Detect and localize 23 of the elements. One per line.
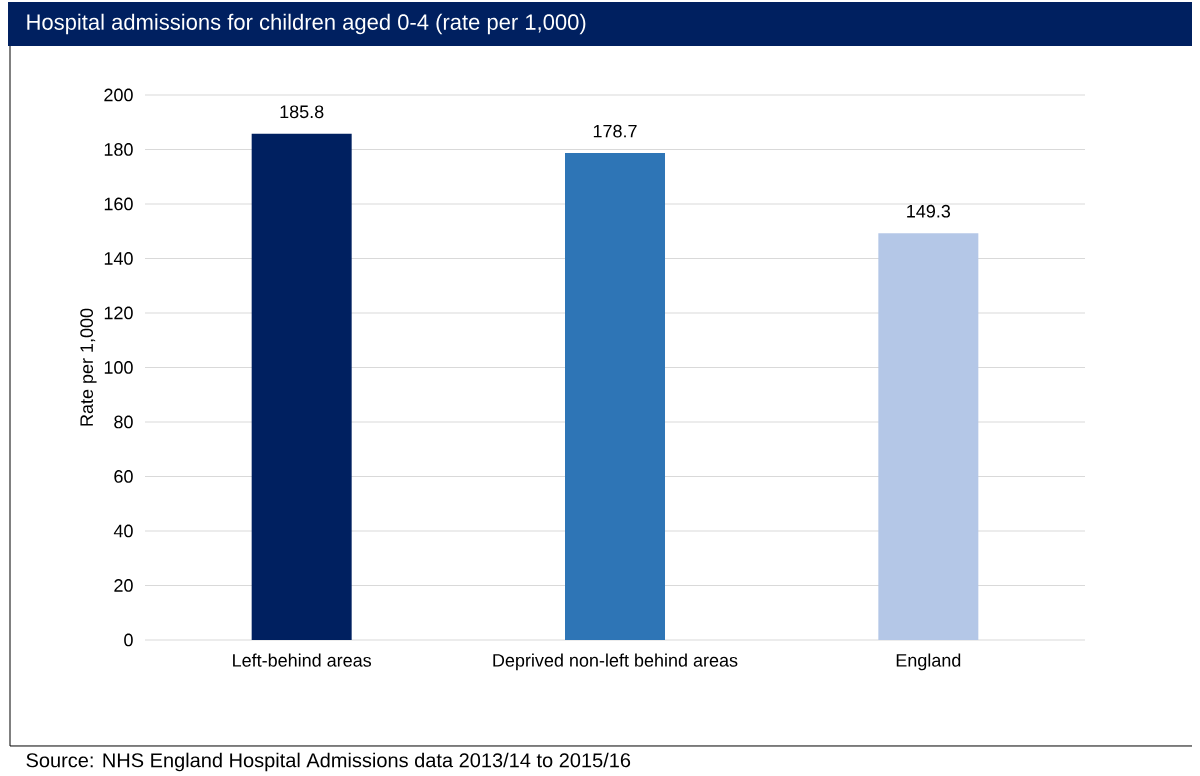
y-tick-label: 20: [114, 579, 133, 592]
source-note: Source: NHS England Hospital Admissions data 2013/14 to 2015/16: [26, 752, 631, 772]
x-tick-label: Deprived non-left behind areas: [493, 653, 738, 671]
y-tick-label: 80: [114, 415, 133, 429]
data-label: 178.7: [593, 124, 637, 138]
y-tick-label: 140: [104, 252, 133, 265]
y-tick-label: 180: [104, 143, 133, 156]
x-tick-label: Left-behind areas: [233, 653, 372, 667]
y-tick-label: 200: [104, 88, 133, 102]
x-tick-label: England: [896, 653, 961, 671]
y-tick-label: 40: [113, 524, 133, 538]
y-tick-label: 0: [124, 633, 133, 647]
y-tick-label: 60: [114, 470, 133, 483]
y-axis-title: Rate per 1,000: [80, 308, 97, 426]
bar: [878, 233, 979, 640]
y-tick-label: 100: [104, 361, 133, 374]
y-tick-label: 120: [104, 306, 133, 320]
bar: [565, 153, 666, 640]
y-tick-label: 160: [104, 197, 133, 211]
data-label: 185.8: [280, 105, 324, 119]
chart-title: Hospital admissions for children aged 0-4 (rate per 1,000): [27, 13, 586, 35]
bar: [251, 133, 352, 640]
data-label: 149.3: [907, 204, 951, 218]
